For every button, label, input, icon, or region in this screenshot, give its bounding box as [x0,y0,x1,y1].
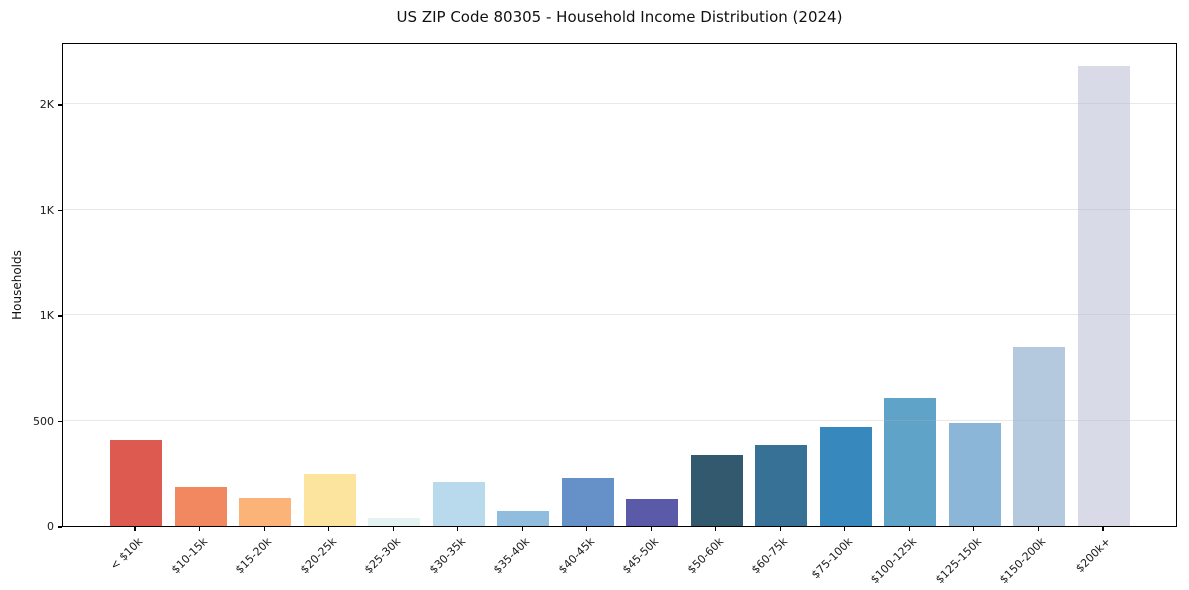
bar-$15-20k [239,498,292,526]
y-tick-label: 0 [47,520,54,533]
y-tick-label: 500 [33,414,54,428]
bar-$100-125k [884,398,937,526]
x-tick-mark [263,527,265,531]
bar-$200k+ [1077,66,1130,526]
bar-< $10k [110,439,162,526]
x-tick-mark [908,527,910,531]
x-tick-mark [973,527,975,531]
chart-title: US ZIP Code 80305 - Household Income Dis… [396,8,843,26]
x-tick-mark [392,527,394,531]
bar-$10-15k [174,487,227,526]
x-tick-mark [1037,527,1040,531]
x-tick-mark [586,527,588,531]
bar-$125-150k [948,422,1001,526]
bar-$35-40k [497,511,550,526]
bar-$20-25k [303,473,356,526]
x-tick-mark [715,527,717,531]
x-tick-mark [521,527,523,531]
y-tick-mark [58,104,62,106]
bar-$50-60k [690,454,743,526]
x-tick-mark [1102,527,1104,531]
y-tick-mark [58,526,62,528]
y-tick-label: 2K [39,98,54,111]
gridline [63,103,1176,104]
x-tick-mark [650,527,652,531]
x-tick-mark [134,527,136,531]
y-tick-label: 1K [39,203,54,217]
x-tick-mark [779,527,781,531]
bar-$60-75k [755,444,808,526]
y-tick-mark [58,315,62,317]
bar-$45-50k [626,498,679,526]
bar-$30-35k [432,481,485,526]
x-tick-mark [328,527,330,531]
bar-$150-200k [1013,346,1066,526]
x-tick-label: < $10k [107,535,146,573]
bar-$40-45k [561,477,614,526]
gridline [63,208,1176,210]
y-tick-mark [58,420,62,423]
bar-$25-30k [368,517,421,526]
y-tick-mark [58,209,62,212]
x-tick-mark [844,527,846,531]
y-tick-label: 1K [39,309,54,322]
x-tick-mark [457,527,459,531]
gridline [63,419,1176,421]
plot-area [62,43,1177,527]
gridline [63,314,1176,315]
bar-$75-100k [819,426,872,526]
x-tick-mark [198,527,201,531]
